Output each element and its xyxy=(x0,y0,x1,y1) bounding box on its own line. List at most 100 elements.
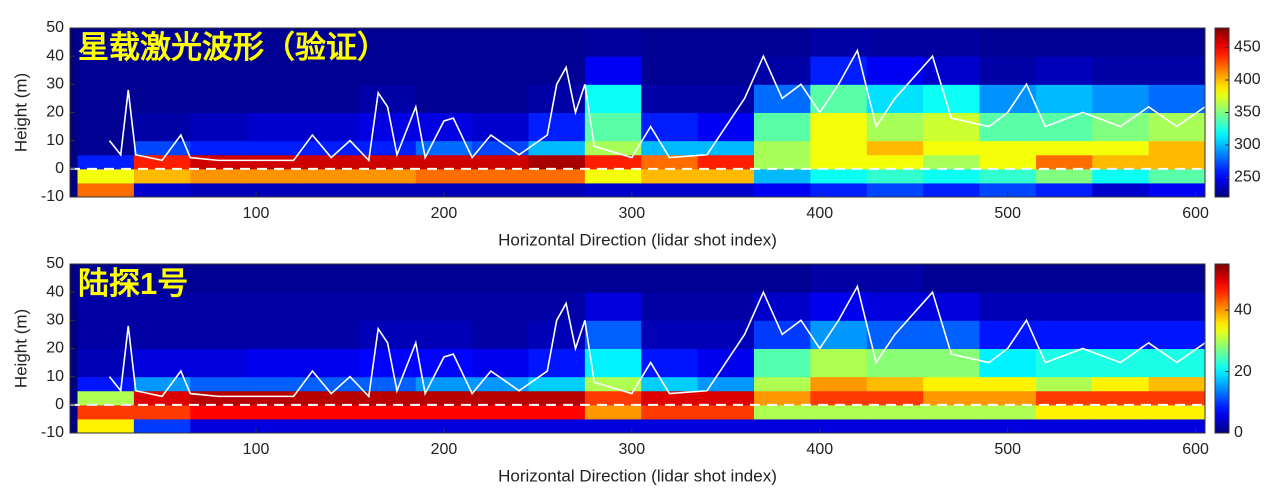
heat-cell xyxy=(190,404,248,420)
heat-cell xyxy=(1092,264,1150,293)
heat-cell xyxy=(359,404,417,420)
heat-cell xyxy=(584,418,642,433)
heat-cell xyxy=(528,390,586,406)
heat-cell xyxy=(923,154,981,170)
heat-cell xyxy=(528,376,586,392)
heat-cell xyxy=(77,56,135,85)
heat-cell xyxy=(641,390,699,406)
heat-cell xyxy=(1148,168,1205,184)
heat-cell xyxy=(246,376,304,392)
heat-cell xyxy=(584,292,642,321)
heat-cell xyxy=(303,404,360,420)
heat-cell xyxy=(584,112,642,142)
y-tick-label: 40 xyxy=(46,47,64,64)
heat-cell xyxy=(754,390,811,406)
heat-cell xyxy=(133,140,191,156)
heat-cell xyxy=(190,168,248,184)
heat-cell xyxy=(697,292,755,321)
heat-cell xyxy=(246,390,304,406)
heat-cell xyxy=(584,182,642,197)
heat-cell xyxy=(810,418,868,433)
heat-cell xyxy=(641,320,699,349)
heat-cell xyxy=(754,348,811,378)
heat-cell xyxy=(472,404,530,420)
heat-cell xyxy=(246,182,304,197)
x-tick-label: 500 xyxy=(994,441,1021,458)
heat-cell xyxy=(359,348,417,378)
heat-cell xyxy=(810,140,868,156)
heat-cell xyxy=(246,348,304,378)
heat-cell xyxy=(584,390,642,406)
heat-cell xyxy=(359,28,417,57)
heat-cell xyxy=(303,348,360,378)
heat-cell xyxy=(979,84,1037,113)
heat-cell xyxy=(979,168,1037,184)
heat-cell xyxy=(528,56,586,85)
heat-cell xyxy=(754,404,811,420)
heat-cell xyxy=(754,376,811,392)
heat-cell xyxy=(1035,182,1093,197)
heat-cell xyxy=(697,182,755,197)
heat-cell xyxy=(979,28,1037,57)
heat-cell xyxy=(415,112,473,142)
x-tick-label: 300 xyxy=(619,441,646,458)
heat-cell xyxy=(641,140,699,156)
heat-cell xyxy=(810,182,868,197)
heat-cell xyxy=(472,112,530,142)
heat-cell xyxy=(866,418,924,433)
heat-cell xyxy=(359,112,417,142)
heat-cell xyxy=(641,154,699,170)
heat-cell xyxy=(77,390,135,406)
heat-cell xyxy=(133,320,191,349)
plot xyxy=(70,28,1205,197)
heat-cell xyxy=(133,28,191,57)
heat-cell xyxy=(77,264,135,293)
heat-cell xyxy=(584,168,642,184)
y-tick-label: 30 xyxy=(46,312,64,329)
heat-cell xyxy=(303,56,360,85)
heat-cell xyxy=(246,320,304,349)
x-axis-label: Horizontal Direction (lidar shot index) xyxy=(498,466,777,485)
heat-cell xyxy=(810,264,868,293)
y-tick-label: 50 xyxy=(46,19,64,36)
heat-cell xyxy=(472,168,530,184)
heat-cell xyxy=(528,404,586,420)
heat-cell xyxy=(697,390,755,406)
heat-cell xyxy=(528,264,586,293)
heat-cell xyxy=(472,264,530,293)
heat-cell xyxy=(528,348,586,378)
heat-cell xyxy=(697,154,755,170)
heat-cell xyxy=(866,292,924,321)
heat-cell xyxy=(472,292,530,321)
heat-cell xyxy=(1035,28,1093,57)
heat-cell xyxy=(754,112,811,142)
heat-cell xyxy=(190,84,248,113)
heat-cell xyxy=(923,84,981,113)
heat-cell xyxy=(415,348,473,378)
heat-cell xyxy=(415,404,473,420)
heat-cell xyxy=(133,404,191,420)
heat-cell xyxy=(1148,264,1205,293)
heat-cell xyxy=(584,376,642,392)
heat-cell xyxy=(77,404,135,420)
heat-cell xyxy=(1092,418,1150,433)
heat-cell xyxy=(754,182,811,197)
heat-cell xyxy=(979,56,1037,85)
heat-cell xyxy=(584,28,642,57)
heat-cell xyxy=(133,56,191,85)
heat-cell xyxy=(190,292,248,321)
heat-cell xyxy=(246,56,304,85)
heat-cell xyxy=(246,292,304,321)
heat-cell xyxy=(810,56,868,85)
heat-cell xyxy=(303,292,360,321)
colorbar-tick-label: 40 xyxy=(1234,301,1252,318)
x-tick-label: 600 xyxy=(1182,205,1209,222)
y-tick-label: 20 xyxy=(46,104,64,121)
heat-cell xyxy=(866,140,924,156)
heat-cell xyxy=(866,390,924,406)
heat-cell xyxy=(754,264,811,293)
colorbar-tick-label: 400 xyxy=(1234,71,1261,88)
heat-cell xyxy=(359,264,417,293)
heat-cell xyxy=(472,348,530,378)
